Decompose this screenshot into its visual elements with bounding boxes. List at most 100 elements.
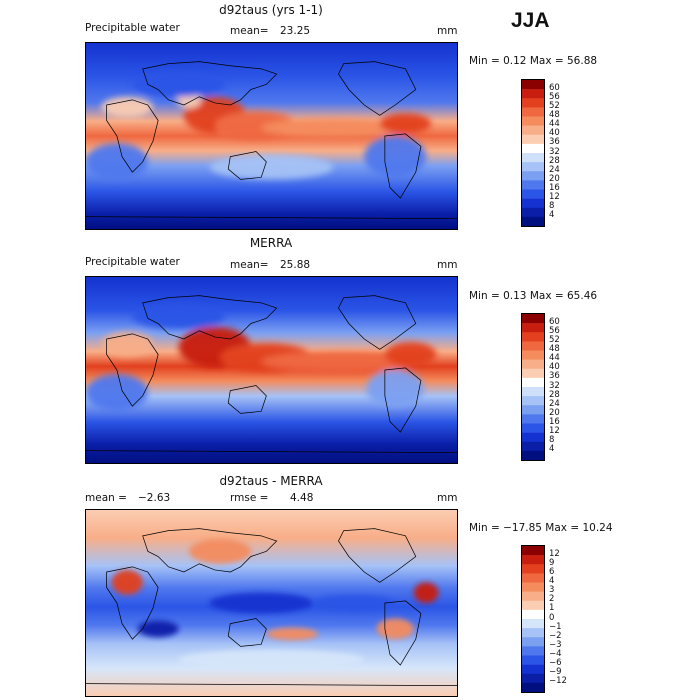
colorbar-model	[521, 79, 545, 227]
colorbar-difference-ticks: 12 9 6 4 3 2 1 0 −1 −2 −3 −4 −6 −9 −12	[549, 545, 579, 691]
colorbar-segment	[522, 432, 544, 443]
colorbar-tick-label: −9	[549, 667, 562, 678]
colorbar-segment	[522, 98, 544, 108]
min-max-text: Min = 0.12 Max = 56.88	[469, 55, 598, 67]
colorbar-tick-label: −12	[549, 676, 567, 687]
colorbar-tick-label: 12	[549, 426, 560, 437]
colorbar-segment	[522, 414, 544, 424]
colorbar-segment	[522, 655, 544, 665]
colorbar-tick-label: −6	[549, 658, 562, 669]
map-difference	[85, 509, 458, 697]
colorbar-segment	[522, 180, 544, 190]
colorbar-merra-ticks: 60 56 52 48 44 40 36 32 28 24 20 16 12 8 4	[549, 313, 579, 459]
colorbar-segment	[522, 682, 544, 692]
colorbar-segment	[522, 619, 544, 629]
colorbar-tick-label: −1	[549, 621, 562, 632]
min-max-text: Min = 0.13 Max = 65.46	[469, 290, 598, 302]
colorbar-tick-label: 2	[549, 594, 555, 605]
colorbar-tick-label: 1	[549, 603, 555, 614]
mean-value: 23.25	[280, 25, 311, 37]
colorbar-segment	[522, 673, 544, 684]
colorbar-segment	[522, 359, 544, 370]
colorbar-tick-label: 12	[549, 192, 560, 203]
colorbar-tick-label: 24	[549, 398, 560, 409]
colorbar-tick-label: −3	[549, 639, 562, 650]
colorbar-tick-label: 32	[549, 380, 560, 391]
colorbar-tick-label: 48	[549, 344, 560, 354]
colorbar-tick-label: 28	[549, 155, 560, 166]
colorbar-tick-label: 44	[549, 119, 560, 130]
colorbar-tick-label: 56	[549, 91, 560, 102]
map-model	[85, 42, 458, 230]
colorbar-tick-label: 28	[549, 389, 560, 400]
colorbar-tick-label: 44	[549, 353, 560, 364]
colorbar-tick-label: 0	[549, 612, 555, 623]
mean-label: mean =	[85, 492, 127, 504]
colorbar-tick-label: 52	[549, 100, 560, 111]
colorbar-segment	[522, 423, 544, 433]
colorbar-segment	[522, 405, 544, 415]
min-max-text: Min = −17.85 Max = 10.24	[469, 522, 613, 534]
colorbar-tick-label: 4	[549, 210, 555, 221]
colorbar-segment	[522, 646, 544, 656]
rmse-value: 4.48	[290, 492, 314, 504]
mean-value: 25.88	[280, 259, 311, 271]
colorbar-tick-label: −2	[549, 630, 562, 641]
panel-title: d92taus (yrs 1-1)	[219, 3, 323, 17]
colorbar-tick-label: −4	[549, 649, 562, 659]
colorbar-segment	[522, 350, 544, 360]
colorbar-segment	[522, 441, 544, 452]
colorbar-tick-label: 4	[549, 444, 555, 455]
colorbar-tick-label: 40	[549, 362, 560, 373]
colorbar-segment	[522, 216, 544, 226]
colorbar-segment	[522, 573, 544, 583]
panel-title: d92taus - MERRA	[219, 474, 323, 488]
colorbar-segment	[522, 125, 544, 136]
colorbar-tick-label: 12	[549, 548, 560, 559]
colorbar-segment	[522, 564, 544, 574]
colorbar-segment	[522, 162, 544, 172]
colorbar-tick-label: 60	[549, 316, 560, 327]
field-label: Precipitable water	[85, 256, 180, 268]
colorbar-segment	[522, 628, 544, 638]
colorbar-tick-label: 8	[549, 435, 555, 446]
units-label: mm	[437, 259, 458, 271]
panel-title: MERRA	[249, 236, 293, 250]
colorbar-segment	[522, 89, 544, 99]
colorbar-segment	[522, 323, 544, 333]
colorbar-tick-label: 36	[549, 371, 560, 382]
colorbar-segment	[522, 546, 544, 556]
colorbar-segment	[522, 207, 544, 218]
colorbar-segment	[522, 198, 544, 209]
colorbar-tick-label: 16	[549, 183, 560, 193]
colorbar-tick-label: 48	[549, 110, 560, 120]
colorbar-tick-label: 56	[549, 325, 560, 336]
field-label: Precipitable water	[85, 22, 180, 34]
colorbar-difference	[521, 545, 545, 693]
colorbar-tick-label: 16	[549, 417, 560, 427]
colorbar-segment	[522, 600, 544, 611]
colorbar-segment	[522, 387, 544, 397]
colorbar-model-ticks: 60 56 52 48 44 40 36 32 28 24 20 16 12 8 4	[549, 79, 579, 225]
colorbar-segment	[522, 609, 544, 620]
colorbar-merra	[521, 313, 545, 461]
colorbar-segment	[522, 341, 544, 351]
rmse-label: rmse =	[230, 492, 269, 504]
colorbar-tick-label: 4	[549, 576, 555, 586]
colorbar-segment	[522, 134, 544, 145]
colorbar-segment	[522, 377, 544, 388]
colorbar-tick-label: 60	[549, 82, 560, 93]
colorbar-tick-label: 52	[549, 334, 560, 345]
colorbar-segment	[522, 591, 544, 602]
colorbar-segment	[522, 664, 544, 675]
colorbar-segment	[522, 332, 544, 342]
colorbar-tick-label: 20	[549, 407, 560, 418]
colorbar-segment	[522, 314, 544, 324]
colorbar-segment	[522, 368, 544, 379]
colorbar-segment	[522, 637, 544, 647]
colorbar-segment	[522, 153, 544, 163]
colorbar-tick-label: 36	[549, 137, 560, 148]
colorbar-tick-label: 9	[549, 557, 555, 568]
units-label: mm	[437, 492, 458, 504]
mean-label: mean=	[230, 25, 269, 37]
